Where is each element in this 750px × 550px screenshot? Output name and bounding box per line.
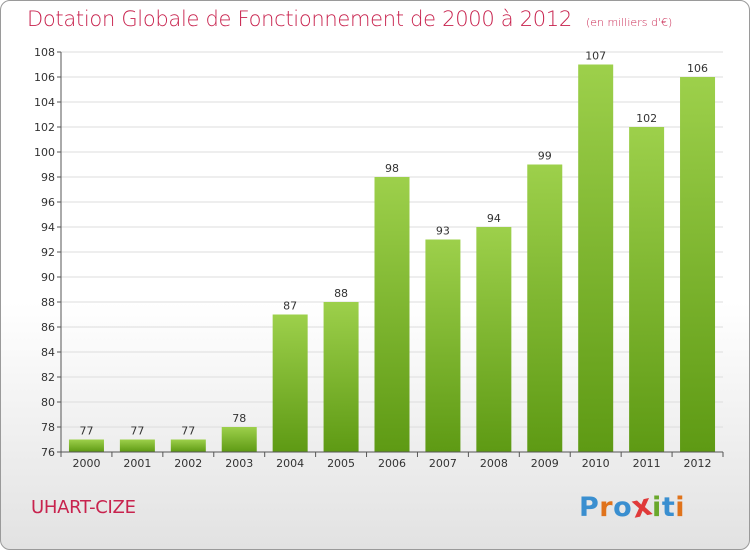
logo-letter: i [675,492,685,523]
data-label-2005: 88 [334,287,348,300]
x-tick-label: 2009 [531,457,559,470]
logo-letter: r [599,492,614,523]
y-tick-label: 108 [34,46,55,59]
y-tick-label: 94 [41,221,55,234]
y-tick-label: 90 [41,271,55,284]
chart-title: Dotation Globale de Fonctionnement de 20… [27,7,672,31]
x-tick-label: 2000 [72,457,100,470]
bar-2002 [170,439,206,452]
x-tick-label: 2011 [633,457,661,470]
x-tick-label: 2006 [378,457,406,470]
axes: 76 78 80 82 84 86 88 90 92 94 96 98 100 102 104 106 108 2… [34,46,724,470]
bar-2009 [527,164,563,452]
y-tick-label: 78 [41,421,55,434]
y-tick-label: 104 [34,96,55,109]
y-tick-label: 82 [41,371,55,384]
data-labels: 77 77 77 78 87 88 98 93 94 99 107 102 106 [79,50,708,438]
y-tick-label: 106 [34,71,55,84]
x-tick-label: 2002 [174,457,202,470]
data-label-2012: 106 [687,62,708,75]
y-tick-label: 84 [41,346,55,359]
y-tick-label: 76 [41,446,55,459]
y-tick-label: 80 [41,396,55,409]
bar-2001 [119,439,155,452]
x-tick-label: 2007 [429,457,457,470]
x-tick-label: 2012 [684,457,712,470]
y-tick-label: 96 [41,196,55,209]
bar-2006 [374,177,410,452]
y-tick-label: 102 [34,121,55,134]
bar-2010 [578,64,614,452]
data-label-2004: 87 [283,300,297,313]
logo-letter: t [661,492,676,523]
logo-letter: o [613,492,633,523]
bars [68,64,716,452]
chart-subtitle: (en milliers d'€) [585,16,673,29]
y-tick-label: 100 [34,146,55,159]
chart-title-text: Dotation Globale de Fonctionnement de 20… [27,7,572,31]
x-tick-label: 2004 [276,457,304,470]
data-label-2001: 77 [130,425,144,438]
data-label-2008: 94 [487,212,501,225]
data-label-2011: 102 [636,112,657,125]
data-label-2002: 77 [181,425,195,438]
bar-2012 [680,77,716,452]
x-tick-label: 2005 [327,457,355,470]
data-label-2007: 93 [436,225,450,238]
bar-2011 [629,127,665,452]
data-label-2000: 77 [79,425,93,438]
bar-2000 [68,439,104,452]
x-tick-label: 2003 [225,457,253,470]
data-label-2009: 99 [538,150,552,163]
x-tick-label: 2001 [123,457,151,470]
y-tick-label: 92 [41,246,55,259]
bar-2005 [323,302,359,452]
x-tick-label: 2010 [582,457,610,470]
y-tick-label: 88 [41,296,55,309]
y-tick-label: 98 [41,171,55,184]
bar-2003 [221,427,257,452]
y-tick-label: 86 [41,321,55,334]
proxiti-logo: Proxiti [579,487,685,525]
logo-letter: P [579,492,600,523]
x-tick-label: 2008 [480,457,508,470]
commune-name: UHART-CIZE [31,497,136,518]
data-label-2003: 78 [232,412,246,425]
bar-2008 [476,227,512,452]
data-label-2010: 107 [585,50,606,63]
bar-2007 [425,239,461,452]
bar-2004 [272,314,308,452]
logo-letter: i [652,492,662,523]
data-label-2006: 98 [385,162,399,175]
